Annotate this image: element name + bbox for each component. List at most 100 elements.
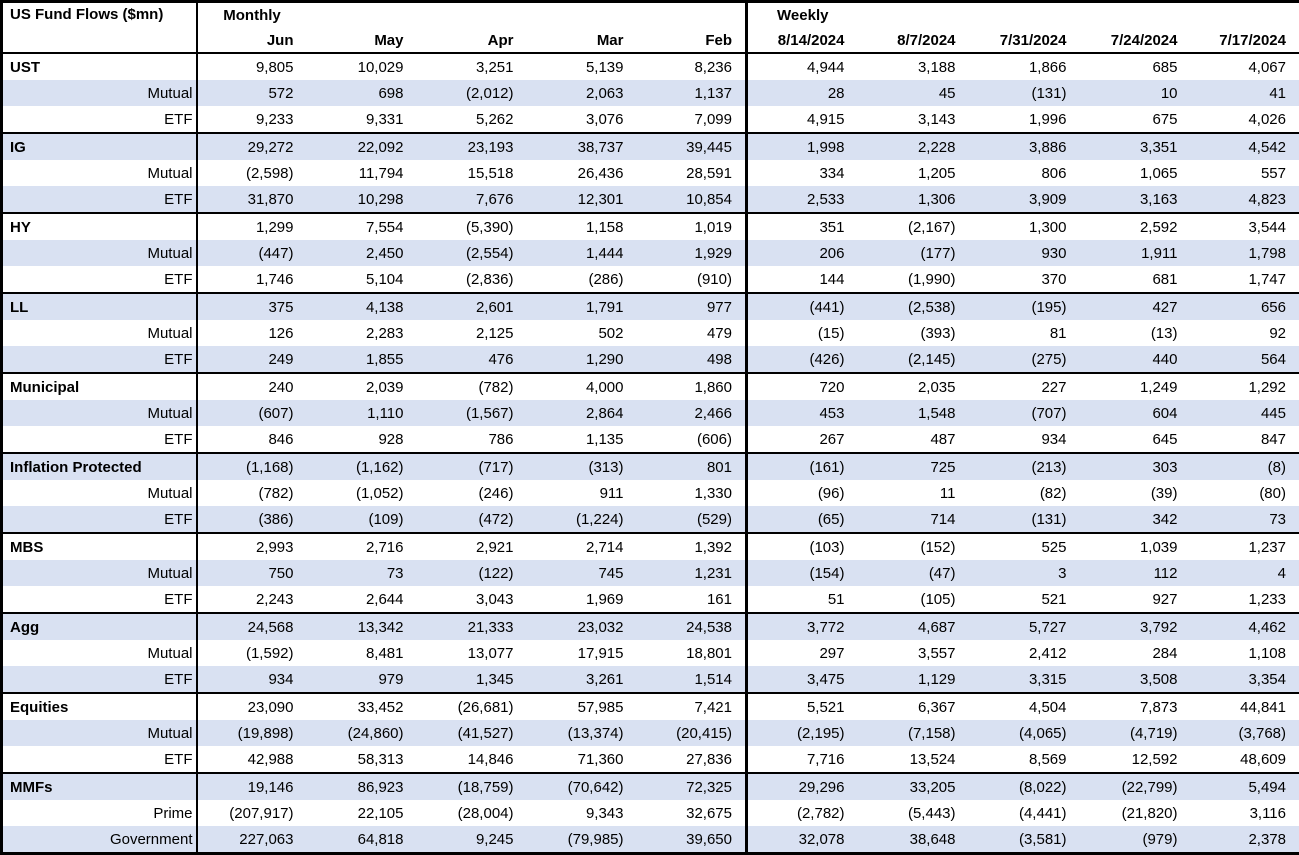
- column-header: May: [307, 27, 417, 53]
- data-cell: 9,331: [307, 106, 417, 133]
- data-cell: (1,224): [527, 506, 637, 533]
- data-cell: (79,985): [527, 826, 637, 854]
- data-cell: (2,538): [858, 293, 969, 320]
- data-cell: (4,065): [969, 720, 1080, 746]
- data-cell: 26,436: [527, 160, 637, 186]
- data-cell: 86,923: [307, 773, 417, 800]
- data-cell: 73: [1191, 506, 1299, 533]
- data-cell: (105): [858, 586, 969, 613]
- data-cell: 267: [747, 426, 858, 453]
- data-cell: (606): [637, 426, 747, 453]
- data-cell: 33,452: [307, 693, 417, 720]
- data-cell: 487: [858, 426, 969, 453]
- data-cell: 3,261: [527, 666, 637, 693]
- data-cell: 1,019: [637, 213, 747, 240]
- data-cell: 22,092: [307, 133, 417, 160]
- row-label: ETF: [2, 106, 197, 133]
- data-cell: 1,514: [637, 666, 747, 693]
- row-label: Mutual: [2, 560, 197, 586]
- data-cell: (2,836): [417, 266, 527, 293]
- data-cell: 1,392: [637, 533, 747, 560]
- data-cell: 1,158: [527, 213, 637, 240]
- data-cell: 7,099: [637, 106, 747, 133]
- data-cell: 9,343: [527, 800, 637, 826]
- data-cell: 2,644: [307, 586, 417, 613]
- row-label: LL: [2, 293, 197, 320]
- data-cell: 13,342: [307, 613, 417, 640]
- data-cell: (313): [527, 453, 637, 480]
- row-label: Equities: [2, 693, 197, 720]
- data-cell: 698: [307, 80, 417, 106]
- header-spacer: [417, 2, 527, 28]
- data-cell: (246): [417, 480, 527, 506]
- data-cell: 2,412: [969, 640, 1080, 666]
- data-cell: 1,330: [637, 480, 747, 506]
- data-cell: 745: [527, 560, 637, 586]
- data-cell: 4,687: [858, 613, 969, 640]
- data-cell: 9,233: [197, 106, 307, 133]
- data-cell: (195): [969, 293, 1080, 320]
- data-cell: (13): [1080, 320, 1191, 346]
- table-title: US Fund Flows ($mn): [2, 2, 197, 54]
- data-cell: 1,860: [637, 373, 747, 400]
- data-cell: 2,592: [1080, 213, 1191, 240]
- data-cell: 521: [969, 586, 1080, 613]
- data-cell: 5,104: [307, 266, 417, 293]
- data-cell: 1,233: [1191, 586, 1299, 613]
- data-cell: 479: [637, 320, 747, 346]
- column-header: Jun: [197, 27, 307, 53]
- data-cell: 39,445: [637, 133, 747, 160]
- weekly-section-label: Weekly: [747, 2, 858, 28]
- data-cell: 92: [1191, 320, 1299, 346]
- row-label: ETF: [2, 346, 197, 373]
- data-cell: 32,675: [637, 800, 747, 826]
- data-cell: 3,792: [1080, 613, 1191, 640]
- header-spacer: [969, 2, 1080, 28]
- data-cell: (24,860): [307, 720, 417, 746]
- row-label: Inflation Protected: [2, 453, 197, 480]
- monthly-section-label: Monthly: [197, 2, 307, 28]
- data-cell: 64,818: [307, 826, 417, 854]
- data-cell: 4,067: [1191, 53, 1299, 80]
- data-cell: (393): [858, 320, 969, 346]
- data-cell: 23,032: [527, 613, 637, 640]
- column-header: 7/31/2024: [969, 27, 1080, 53]
- data-cell: 375: [197, 293, 307, 320]
- data-cell: 112: [1080, 560, 1191, 586]
- data-cell: 1,110: [307, 400, 417, 426]
- data-cell: 7,873: [1080, 693, 1191, 720]
- data-cell: (21,820): [1080, 800, 1191, 826]
- data-cell: 2,466: [637, 400, 747, 426]
- data-cell: 5,494: [1191, 773, 1299, 800]
- data-cell: 1,791: [527, 293, 637, 320]
- data-cell: (82): [969, 480, 1080, 506]
- data-cell: 21,333: [417, 613, 527, 640]
- data-cell: (13,374): [527, 720, 637, 746]
- column-header: 8/7/2024: [858, 27, 969, 53]
- data-cell: 502: [527, 320, 637, 346]
- data-cell: 227,063: [197, 826, 307, 854]
- data-cell: 564: [1191, 346, 1299, 373]
- data-cell: (8,022): [969, 773, 1080, 800]
- data-cell: 144: [747, 266, 858, 293]
- data-cell: 1,929: [637, 240, 747, 266]
- data-cell: (2,598): [197, 160, 307, 186]
- data-cell: 24,538: [637, 613, 747, 640]
- row-label: Agg: [2, 613, 197, 640]
- data-cell: 979: [307, 666, 417, 693]
- data-cell: 720: [747, 373, 858, 400]
- data-cell: 8,481: [307, 640, 417, 666]
- data-cell: (19,898): [197, 720, 307, 746]
- data-cell: 27,836: [637, 746, 747, 773]
- data-cell: 977: [637, 293, 747, 320]
- data-cell: (3,768): [1191, 720, 1299, 746]
- data-cell: (177): [858, 240, 969, 266]
- data-cell: (910): [637, 266, 747, 293]
- data-cell: 351: [747, 213, 858, 240]
